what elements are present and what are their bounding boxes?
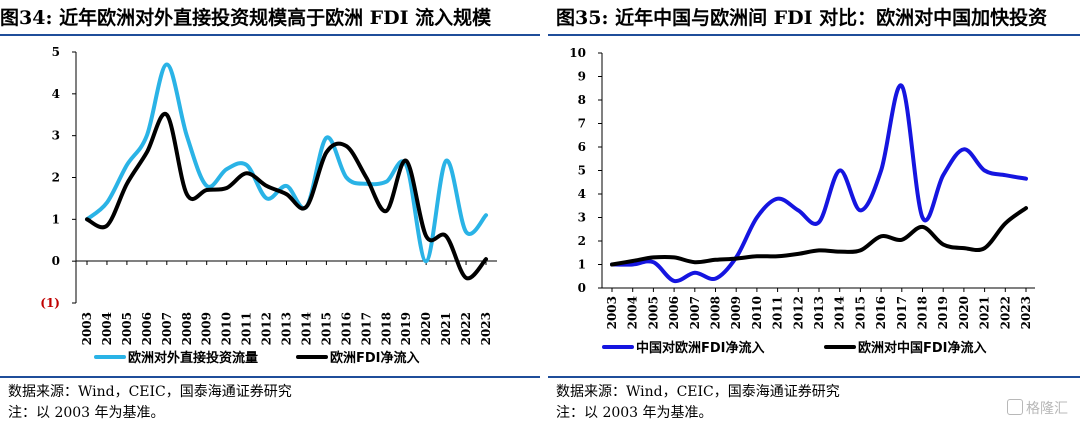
left-title-rule bbox=[0, 34, 540, 36]
right-y-tick-label: 3 bbox=[578, 211, 586, 225]
left-x-tick-label: 2023 bbox=[479, 312, 493, 345]
left-legend-label-1: 欧洲对外直接投资流量 bbox=[128, 350, 258, 366]
left-x-tick-label: 2012 bbox=[260, 312, 274, 345]
left-x-tick-label: 2003 bbox=[80, 312, 94, 345]
right-x-tick-label: 2022 bbox=[998, 296, 1012, 329]
left-x-tick-label: 2015 bbox=[319, 312, 333, 345]
right-bottom-rule bbox=[548, 376, 1080, 378]
left-figure-panel: 图34: 近年欧洲对外直接投资规模高于欧洲 FDI 流入规模 (1) 0 1 2 3 4 5… bbox=[0, 7, 540, 421]
right-y-tick-label: 4 bbox=[578, 187, 586, 201]
right-x-tick-label: 2011 bbox=[771, 296, 785, 329]
left-series-line-2 bbox=[85, 111, 488, 281]
left-legend-label-2: 欧洲FDI净流入 bbox=[330, 350, 420, 366]
right-title-rule bbox=[548, 34, 1080, 36]
right-x-tick-label: 2012 bbox=[791, 296, 805, 329]
right-x-tick-label: 2014 bbox=[833, 296, 847, 329]
left-x-tick-label: 2017 bbox=[359, 312, 373, 345]
right-legend-label-1: 中国对欧洲FDI净流入 bbox=[636, 340, 765, 356]
right-series-line-2 bbox=[610, 206, 1028, 267]
right-x-tick-label: 2010 bbox=[750, 296, 764, 329]
left-y-tick-label: (1) bbox=[40, 296, 60, 310]
left-y-tick-label: 0 bbox=[52, 254, 60, 268]
left-x-tick-label: 2011 bbox=[240, 312, 254, 345]
left-x-tick-label: 2004 bbox=[100, 312, 114, 345]
left-x-tick-label: 2020 bbox=[419, 312, 433, 345]
left-y-tick-label: 2 bbox=[52, 171, 60, 185]
right-y-tick-label: 5 bbox=[578, 164, 586, 178]
left-x-tick-label: 2005 bbox=[120, 312, 134, 345]
right-y-tick-label: 8 bbox=[578, 93, 586, 107]
right-x-tick-label: 2016 bbox=[874, 296, 888, 329]
right-x-tick-label: 2019 bbox=[936, 296, 950, 329]
left-x-tick-label: 2022 bbox=[459, 312, 473, 345]
watermark-icon bbox=[1007, 399, 1023, 415]
right-y-tick-label: 6 bbox=[578, 140, 586, 154]
left-x-tick-label: 2014 bbox=[299, 312, 313, 345]
left-x-tick-label: 2021 bbox=[439, 312, 453, 345]
left-series-line-1 bbox=[85, 62, 488, 264]
right-figure-panel: 图35: 近年中国与欧洲间 FDI 对比：欧洲对中国加快投资 0 1 2 3 4 5 6 7 8… bbox=[548, 0, 1080, 428]
right-x-tick-label: 2009 bbox=[729, 296, 743, 329]
right-x-tick-label: 2007 bbox=[688, 296, 702, 329]
right-x-tick-label: 2015 bbox=[853, 296, 867, 329]
right-x-tick-label: 2004 bbox=[626, 296, 640, 329]
right-x-tick-label: 2018 bbox=[916, 296, 930, 329]
right-source-note: 数据来源：Wind，CEIC，国泰海通证券研究 bbox=[556, 384, 840, 400]
left-x-tick-label: 2018 bbox=[379, 312, 393, 345]
right-base-note: 注：以 2003 年为基准。 bbox=[556, 405, 713, 421]
left-x-tick-label: 2009 bbox=[200, 312, 214, 345]
right-y-tick-label: 9 bbox=[578, 70, 586, 84]
right-x-tick-label: 2013 bbox=[812, 296, 826, 329]
left-x-tick-label: 2008 bbox=[180, 312, 194, 345]
left-y-tick-label: 3 bbox=[52, 129, 60, 143]
watermark-logo: 格隆汇 bbox=[1007, 398, 1068, 418]
right-chart: 0 1 2 3 4 5 6 7 8 9 10 2003 2004 2005 2006 2007 2008 2009… bbox=[569, 46, 1035, 356]
left-x-tick-label: 2006 bbox=[140, 312, 154, 345]
left-y-tick-label: 5 bbox=[52, 45, 60, 59]
left-x-tick-label: 2013 bbox=[280, 312, 294, 345]
left-bottom-rule bbox=[0, 376, 540, 378]
left-chart: (1) 0 1 2 3 4 5 2003 2004 2005 2006 2007 2008 2009 201… bbox=[40, 45, 497, 366]
right-x-tick-label: 2008 bbox=[709, 296, 723, 329]
left-figure-title: 图34: 近年欧洲对外直接投资规模高于欧洲 FDI 流入规模 bbox=[0, 7, 492, 29]
right-x-tick-label: 2020 bbox=[957, 296, 971, 329]
right-y-tick-label: 0 bbox=[578, 281, 586, 295]
left-y-tick-label: 4 bbox=[52, 87, 60, 101]
right-x-tick-label: 2006 bbox=[667, 296, 681, 329]
right-x-tick-label: 2003 bbox=[605, 296, 619, 329]
left-x-tick-label: 2019 bbox=[399, 312, 413, 345]
left-x-tick-label: 2010 bbox=[220, 312, 234, 345]
right-series-line-1 bbox=[610, 83, 1028, 284]
right-x-tick-label: 2005 bbox=[646, 296, 660, 329]
left-source-note: 数据来源：Wind，CEIC，国泰海通证券研究 bbox=[8, 384, 292, 400]
watermark-text: 格隆汇 bbox=[1026, 401, 1068, 417]
left-x-tick-label: 2007 bbox=[160, 312, 174, 345]
right-y-tick-label: 2 bbox=[578, 234, 586, 248]
right-legend-label-2: 欧洲对中国FDI净流入 bbox=[858, 340, 987, 356]
right-y-tick-label: 7 bbox=[578, 117, 586, 131]
left-x-tick-label: 2016 bbox=[339, 312, 353, 345]
left-y-tick-label: 1 bbox=[52, 212, 60, 226]
right-x-tick-label: 2021 bbox=[978, 296, 992, 329]
right-figure-title: 图35: 近年中国与欧洲间 FDI 对比：欧洲对中国加快投资 bbox=[556, 7, 1048, 29]
right-y-tick-label: 10 bbox=[569, 46, 586, 60]
right-x-tick-label: 2023 bbox=[1019, 296, 1033, 329]
right-x-tick-label: 2017 bbox=[895, 296, 909, 329]
right-y-tick-label: 1 bbox=[578, 258, 586, 272]
left-base-note: 注：以 2003 年为基准。 bbox=[8, 405, 165, 421]
